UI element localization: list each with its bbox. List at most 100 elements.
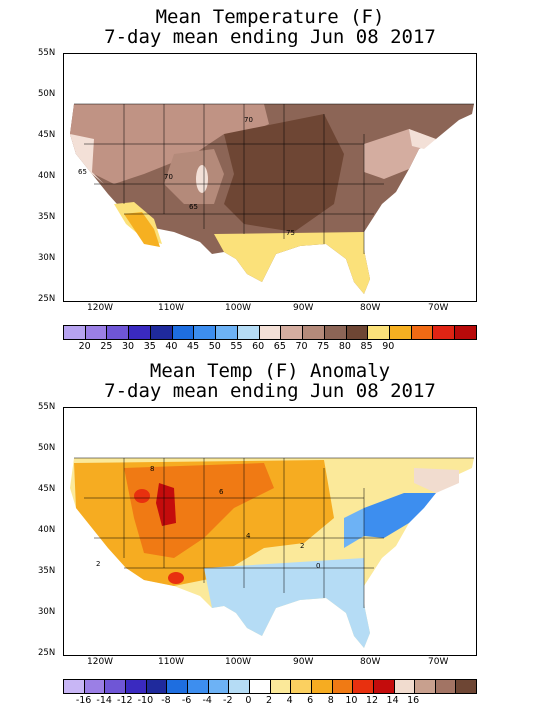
map2-contour-label: 0 (316, 562, 320, 570)
map1-colorbar-label: 90 (382, 341, 395, 352)
map2-colorbar-swatch (353, 680, 374, 693)
map1-lat-label: 50N (38, 89, 56, 99)
map2-contour-label: 2 (300, 542, 304, 550)
map2-colorbar-label: -16 (75, 695, 92, 706)
map1-colorbar-label: 45 (187, 341, 200, 352)
map2-colorbar-label: 14 (386, 695, 399, 706)
map2-colorbar-swatch (249, 680, 271, 693)
map1-colorbar-swatch (237, 326, 260, 339)
map2-lat-label: 25N (38, 648, 56, 658)
map2-contour-label: 6 (219, 488, 224, 496)
map1-colorbar-swatch (455, 326, 476, 339)
map1-region-new-england (409, 129, 436, 149)
map1-colorbar-swatch (172, 326, 195, 339)
map2-colorbar-label: 8 (327, 695, 334, 706)
map1-colorbar-swatch (216, 326, 238, 339)
map1-contour-label: 65 (189, 203, 198, 211)
map2-region-southeast-cool (204, 558, 370, 648)
map1-region-desert (124, 212, 160, 247)
map1-colorbar-swatch (411, 326, 434, 339)
map2-colorbar-label: 12 (365, 695, 379, 706)
map2-colorbar-label: 2 (265, 695, 273, 706)
map1-panel: 70 65 70 65 75 (63, 53, 477, 302)
map2-colorbar-label: -4 (202, 695, 212, 706)
map1-lon-label: 90W (293, 303, 314, 313)
map2-contour-label: 8 (150, 465, 154, 473)
map1-colorbar-label: 60 (252, 341, 265, 352)
map2-lat-label: 30N (38, 607, 56, 617)
map2-hotspot-south (168, 572, 184, 584)
map2-colorbar-swatch (435, 680, 457, 693)
map2-colorbar-swatch (84, 680, 106, 693)
map1-colorbar-swatch (390, 326, 412, 339)
map2-colorbar-label: -2 (223, 695, 233, 706)
map1-contour-label: 65 (78, 168, 87, 176)
map1-colorbar-label: 75 (317, 341, 330, 352)
map2-colorbar-swatch (291, 680, 312, 693)
map1-colorbar-label: 35 (143, 341, 156, 352)
map1-colorbar-swatch (324, 326, 347, 339)
map2-region-hotspot-north (156, 483, 176, 526)
map1-lat-label: 45N (38, 130, 56, 140)
map1-colorbar-label: 30 (122, 341, 135, 352)
map1-title-line1: Mean Temperature (F) (155, 6, 385, 28)
map1-colorbar-label: 65 (273, 341, 286, 352)
map1-colorbar-swatch (281, 326, 304, 339)
map2-borders (74, 457, 474, 608)
map2-lat-label: 45N (38, 484, 56, 494)
map1-region-great-basin (164, 149, 224, 204)
map1-contour-label: 70 (164, 173, 173, 181)
map2-colorbar-swatch (125, 680, 147, 693)
map1-colorbar-label: 20 (78, 341, 91, 352)
map1-lon-label: 70W (428, 303, 449, 313)
map2-lon-label: 90W (293, 657, 314, 667)
map1-contour-label-group: 70 65 70 65 75 (78, 116, 295, 237)
map2-lon-label: 80W (360, 657, 381, 667)
map2-colorbar-label: 0 (245, 695, 252, 706)
map2-svg: 8 6 4 2 0 2 (70, 457, 474, 648)
map2-lat-label: 55N (38, 402, 56, 412)
map2-colorbar-label: 4 (286, 695, 293, 706)
map2-colorbar-swatch (187, 680, 209, 693)
map1-colorbar-swatch (433, 326, 456, 339)
map1-colorbar-swatch (194, 326, 217, 339)
map2-title-line1: Mean Temp (F) Anomaly (149, 360, 391, 382)
map2-lon-label: 110W (158, 657, 185, 667)
map2-colorbar-swatch (311, 680, 333, 693)
map1-colorbar-label: 55 (230, 341, 243, 352)
map2-colorbar-label: 16 (407, 695, 420, 706)
map2-colorbar (63, 679, 477, 694)
map1-region-pacific (70, 134, 104, 184)
map2-colorbar-swatch (415, 680, 436, 693)
map1-colorbar-swatch (150, 326, 173, 339)
map2-colorbar-swatch (64, 680, 85, 693)
map1-lon-label: 80W (360, 303, 381, 313)
map2-contour-label-group: 8 6 4 2 0 2 (96, 465, 320, 570)
map2-colorbar-swatch (332, 680, 354, 693)
map2-colorbar-label: -10 (137, 695, 154, 706)
map1-title-line2: 7-day mean ending Jun 08 2017 (104, 26, 436, 48)
map2-lat-label: 40N (38, 525, 56, 535)
map1-colorbar-label: 70 (295, 341, 308, 352)
map1-colorbar-swatch (129, 326, 151, 339)
map2-colorbar-swatch (229, 680, 250, 693)
map1-borders (74, 103, 474, 254)
map1-lat-label: 55N (38, 48, 56, 58)
map2-colorbar-swatch (167, 680, 188, 693)
map1-contour-label: 70 (244, 116, 253, 124)
map1-svg: 70 65 70 65 75 (70, 103, 474, 294)
map2-colorbar-label: 10 (345, 695, 358, 706)
map2-lon-label: 100W (225, 657, 252, 667)
map2-lat-label: 35N (38, 566, 56, 576)
map1-lat-label: 35N (38, 212, 56, 222)
map2-contour-label: 2 (96, 560, 100, 568)
map1-colorbar (63, 325, 477, 340)
map2-colorbar-swatch (456, 680, 477, 693)
map2-colorbar-label: -6 (181, 695, 192, 706)
map2-colorbar-label: 6 (307, 695, 314, 706)
map2-region-new-england (414, 468, 459, 493)
map2-colorbar-swatch (373, 680, 395, 693)
map1-region-gulf (214, 232, 370, 294)
map1-lon-label: 100W (225, 303, 252, 313)
map2-colorbar-label: -8 (161, 695, 171, 706)
